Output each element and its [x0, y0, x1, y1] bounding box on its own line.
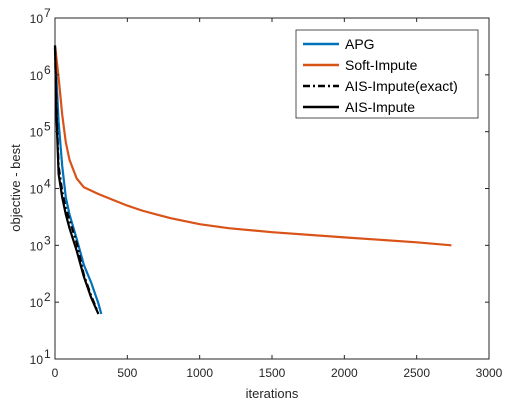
legend-label-2: AIS-Impute(exact) — [345, 78, 458, 94]
y-tick-exponent: 7 — [44, 6, 51, 20]
y-tick-base: 10 — [30, 69, 44, 83]
y-tick-label: 10 — [30, 126, 44, 140]
y-tick-base: 10 — [30, 296, 44, 310]
y-tick-label: 10 — [30, 239, 44, 253]
x-tick-label: 2500 — [403, 366, 430, 380]
series-line-1 — [53, 45, 452, 247]
y-tick-base: 10 — [30, 183, 44, 197]
y-axis-label: objective - best — [8, 144, 23, 232]
y-tick-exponent: 3 — [44, 233, 51, 247]
legend-label-3: AIS-Impute — [345, 99, 415, 115]
x-axis-label: iterations — [246, 386, 299, 401]
x-tick-label: 0 — [52, 366, 59, 380]
y-tick-exponent: 2 — [44, 290, 51, 304]
x-tick-label: 3000 — [476, 366, 503, 380]
series-line-0 — [53, 47, 103, 315]
y-tick-label: 10 — [30, 353, 44, 367]
x-tick-label: 2000 — [331, 366, 358, 380]
y-tick-exponent: 1 — [44, 347, 51, 361]
y-tick-exponent: 6 — [44, 63, 51, 77]
y-tick-label: 10 — [30, 12, 44, 26]
legend-label-0: APG — [345, 36, 375, 52]
x-tick-label: 500 — [117, 366, 137, 380]
y-tick-base: 10 — [30, 239, 44, 253]
series-layer — [53, 45, 452, 315]
y-tick-label: 10 — [30, 296, 44, 310]
y-tick-label: 10 — [30, 183, 44, 197]
y-tick-base: 10 — [30, 12, 44, 26]
x-tick-label: 1000 — [186, 366, 213, 380]
legend-label-1: Soft-Impute — [345, 57, 418, 73]
y-tick-base: 10 — [30, 126, 44, 140]
y-tick-exponent: 5 — [44, 120, 51, 134]
y-tick-base: 10 — [30, 353, 44, 367]
y-tick-exponent: 4 — [44, 177, 51, 191]
legend: APG Soft-Impute AIS-Impute(exact) AIS-Imput… — [295, 29, 479, 119]
y-tick-label: 10 — [30, 69, 44, 83]
series-line-3 — [53, 45, 100, 315]
x-tick-label: 1500 — [259, 366, 286, 380]
